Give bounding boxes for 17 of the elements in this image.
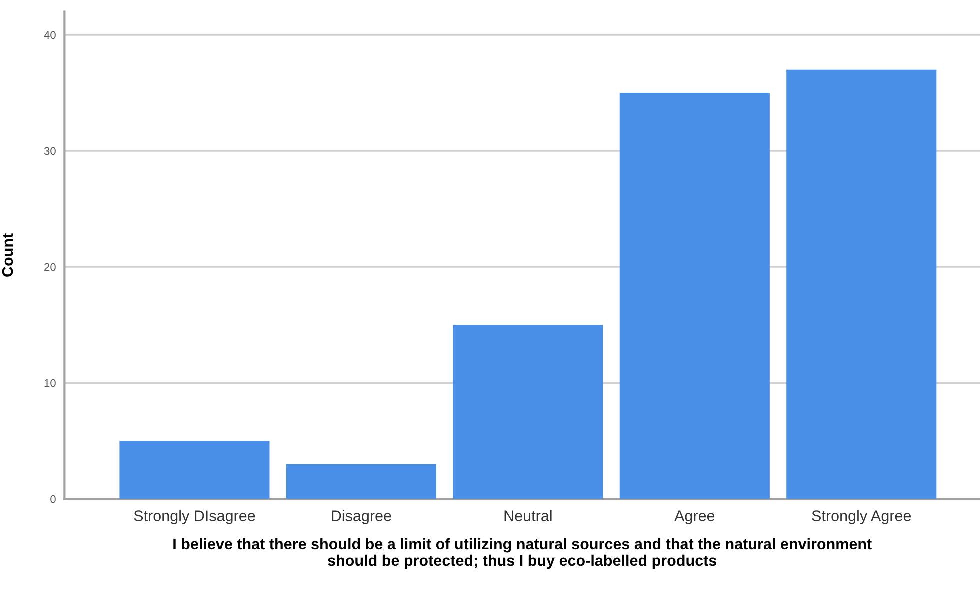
y-tick-label: 40	[44, 31, 56, 40]
x-tick-label: Strongly DIsagree	[134, 510, 256, 524]
bar	[786, 70, 937, 500]
x-tick-label: Neutral	[504, 510, 552, 522]
bar	[286, 464, 436, 500]
y-axis-title: Count	[2, 234, 14, 277]
bar	[120, 441, 270, 500]
y-tick-label: 0	[50, 495, 56, 504]
y-tick-label: 10	[44, 379, 56, 388]
x-tick-label: Disagree	[332, 510, 392, 524]
bar	[453, 325, 604, 500]
y-tick-label: 20	[44, 263, 56, 272]
x-tick-label: Agree	[674, 510, 715, 524]
x-tick-label: Strongly Agree	[812, 510, 912, 524]
x-axis-title: I believe that there should be a limit of utilizing natural sources and that the natural environment should be protected; thus I buy eco-labelled products	[174, 538, 872, 570]
bar	[620, 93, 770, 500]
y-tick-label: 30	[44, 147, 56, 156]
